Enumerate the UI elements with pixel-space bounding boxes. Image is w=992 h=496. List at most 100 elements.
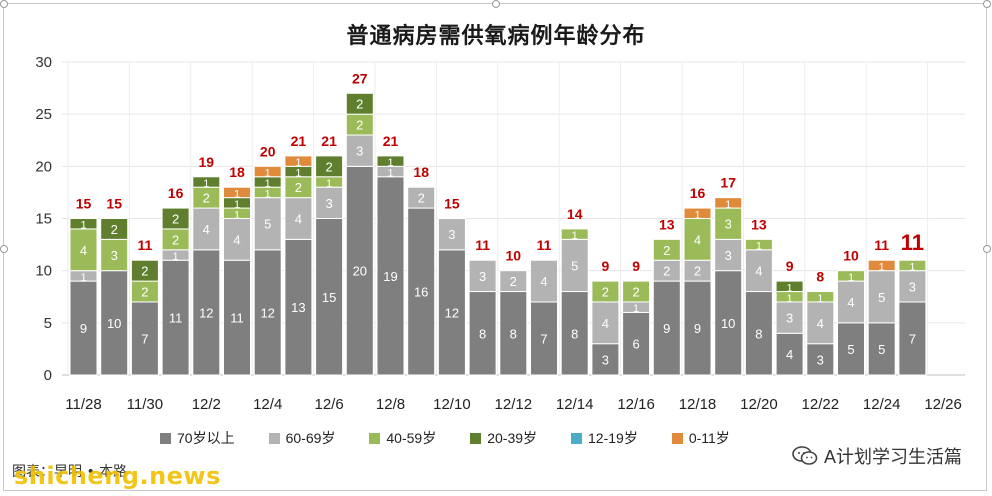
segment-label: 4 bbox=[540, 274, 547, 289]
segment-label: 2 bbox=[602, 285, 609, 300]
resize-handle[interactable] bbox=[0, 245, 8, 253]
legend-swatch bbox=[268, 432, 280, 444]
segment-label: 1 bbox=[234, 199, 240, 211]
chart-legend: 70岁以上 60-69岁 40-59岁 20-39岁 12-19岁 0-11岁 bbox=[160, 428, 730, 448]
total-label: 21 bbox=[321, 133, 337, 149]
segment-label: 4 bbox=[602, 316, 609, 331]
bar-segment bbox=[407, 207, 436, 376]
segment-label: 11 bbox=[169, 311, 183, 326]
total-label: 8 bbox=[816, 269, 824, 285]
segment-label: 5 bbox=[878, 342, 885, 357]
legend-item: 20-39岁 bbox=[470, 428, 537, 448]
bar-segment bbox=[376, 155, 405, 167]
segment-label: 19 bbox=[383, 269, 397, 284]
x-tick-label: 12/22 bbox=[802, 396, 840, 413]
resize-handle[interactable] bbox=[0, 0, 8, 8]
total-label: 19 bbox=[199, 154, 215, 170]
total-label: 21 bbox=[291, 133, 307, 149]
x-tick-label: 12/24 bbox=[863, 396, 901, 413]
total-label: 15 bbox=[106, 196, 122, 212]
total-label: 16 bbox=[168, 185, 184, 201]
x-tick-label: 12/10 bbox=[433, 396, 471, 413]
total-label: 13 bbox=[659, 216, 675, 232]
y-tick-label: 10 bbox=[35, 263, 52, 280]
legend-item: 60-69岁 bbox=[268, 428, 336, 448]
legend-label: 0-11岁 bbox=[688, 430, 730, 446]
bar-segment bbox=[806, 291, 835, 303]
bar-segment bbox=[591, 343, 620, 376]
bar-segment bbox=[714, 197, 743, 209]
segment-label: 11 bbox=[230, 311, 244, 326]
bar-segment bbox=[437, 218, 466, 251]
y-tick-label: 0 bbox=[44, 367, 52, 384]
x-tick-label: 12/12 bbox=[495, 396, 533, 413]
bar-segment bbox=[223, 218, 251, 261]
bar-segment bbox=[69, 228, 98, 272]
segment-label: 3 bbox=[602, 352, 609, 367]
resize-handle[interactable] bbox=[492, 0, 500, 8]
total-label: 18 bbox=[229, 164, 245, 180]
resize-handle[interactable] bbox=[983, 245, 991, 253]
total-label: 14 bbox=[567, 206, 583, 222]
segment-label: 4 bbox=[755, 264, 762, 279]
bar-segment bbox=[775, 301, 804, 334]
total-label: 15 bbox=[76, 196, 92, 212]
segment-label: 2 bbox=[325, 159, 332, 174]
segment-label: 12 bbox=[199, 305, 213, 320]
segment-label: 2 bbox=[356, 118, 363, 133]
bar-segment bbox=[714, 238, 743, 272]
total-label: 21 bbox=[383, 133, 399, 149]
segment-label: 1 bbox=[295, 157, 301, 169]
segment-label: 2 bbox=[356, 97, 363, 112]
bar-segment bbox=[560, 238, 589, 293]
segment-label: 3 bbox=[479, 269, 486, 284]
x-tick-label: 11/30 bbox=[127, 396, 163, 413]
bar-segment bbox=[530, 259, 558, 303]
legend-label: 70岁以上 bbox=[177, 430, 235, 446]
segment-label: 1 bbox=[633, 303, 639, 315]
x-tick-label: 12/14 bbox=[556, 396, 594, 413]
bar-segment bbox=[714, 207, 743, 240]
bar-segment bbox=[744, 238, 773, 251]
bar-segment bbox=[315, 186, 344, 219]
segment-label: 8 bbox=[510, 326, 517, 341]
total-label: 9 bbox=[602, 258, 610, 274]
y-tick-label: 25 bbox=[35, 106, 52, 123]
total-label: 11 bbox=[475, 237, 490, 253]
segment-label: 1 bbox=[234, 209, 240, 221]
bar-segment bbox=[499, 270, 528, 293]
segment-label: 16 bbox=[414, 285, 428, 300]
segment-label: 9 bbox=[694, 321, 701, 336]
segment-label: 3 bbox=[325, 196, 332, 211]
segment-label: 1 bbox=[387, 168, 393, 180]
legend-swatch bbox=[571, 432, 583, 444]
segment-label: 4 bbox=[80, 243, 87, 258]
segment-label: 4 bbox=[203, 222, 210, 237]
bar-segment bbox=[775, 332, 804, 376]
segment-label: 8 bbox=[479, 326, 486, 341]
legend-swatch bbox=[671, 432, 683, 444]
bar-segment bbox=[898, 301, 927, 376]
segment-label: 3 bbox=[725, 217, 732, 232]
segment-label: 3 bbox=[817, 352, 824, 367]
resize-handle[interactable] bbox=[983, 0, 991, 8]
segment-label: 2 bbox=[694, 264, 701, 279]
segment-label: 1 bbox=[725, 199, 731, 211]
segment-label: 3 bbox=[448, 227, 455, 242]
segment-label: 3 bbox=[111, 248, 118, 263]
bar-segment bbox=[315, 218, 344, 376]
segment-label: 1 bbox=[265, 188, 271, 200]
segment-label: 1 bbox=[203, 178, 209, 190]
bar-segment bbox=[837, 322, 865, 376]
segment-label: 2 bbox=[295, 180, 302, 195]
bar-segment bbox=[714, 270, 743, 376]
segment-label: 5 bbox=[264, 217, 271, 232]
bar-segment bbox=[161, 207, 190, 230]
bar-segment bbox=[223, 186, 251, 199]
segment-label: 2 bbox=[632, 285, 639, 300]
legend-label: 60-69岁 bbox=[285, 430, 336, 446]
y-tick-label: 30 bbox=[35, 54, 52, 71]
y-tick-label: 15 bbox=[35, 211, 52, 228]
account-watermark: A计划学习生活篇 bbox=[792, 443, 962, 469]
